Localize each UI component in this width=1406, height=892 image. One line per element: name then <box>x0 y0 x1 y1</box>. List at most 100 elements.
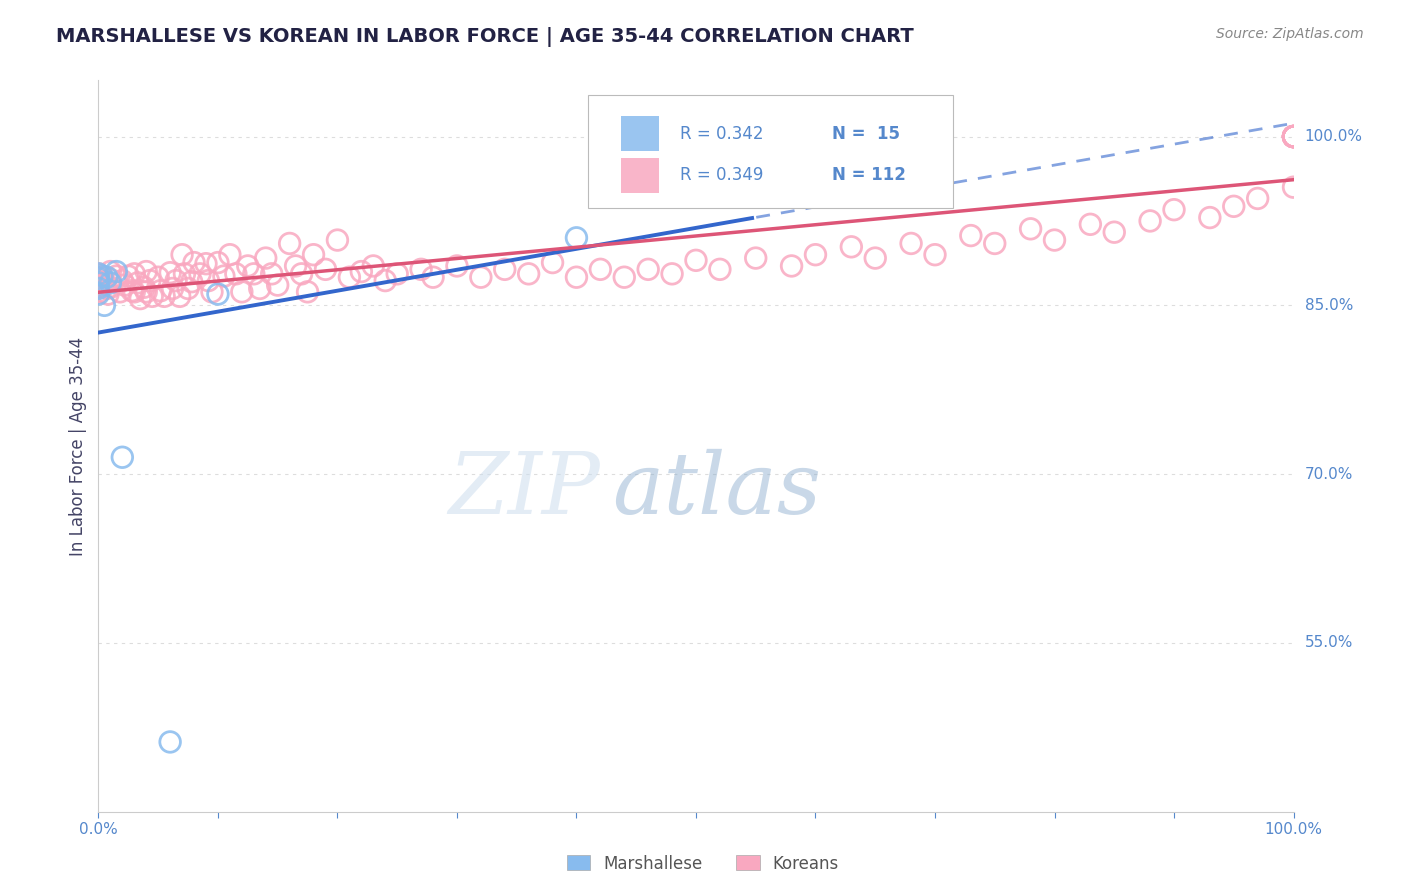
Point <box>98 272 122 286</box>
Point <box>212 269 235 284</box>
Point <box>243 267 266 281</box>
Point <box>1282 129 1305 144</box>
FancyBboxPatch shape <box>589 95 953 209</box>
Point <box>1282 129 1305 144</box>
Point <box>162 281 184 295</box>
Text: R = 0.342: R = 0.342 <box>681 125 763 143</box>
Text: R = 0.349: R = 0.349 <box>681 167 763 185</box>
Point <box>231 285 253 299</box>
Point <box>267 278 290 293</box>
Point <box>745 175 768 189</box>
Point <box>201 285 224 299</box>
Point <box>780 259 803 273</box>
Point <box>153 289 176 303</box>
Point <box>98 276 122 290</box>
Point <box>111 274 134 288</box>
Point <box>87 274 110 288</box>
Point <box>225 267 247 281</box>
Point <box>363 259 385 273</box>
Point <box>87 285 110 299</box>
Point <box>446 259 468 273</box>
Point <box>1019 222 1042 236</box>
Point <box>87 276 110 290</box>
Point <box>1223 199 1246 213</box>
Point <box>297 285 319 299</box>
Point <box>236 259 259 273</box>
Point <box>924 248 946 262</box>
Text: ZIP: ZIP <box>449 449 600 532</box>
Point <box>91 270 114 285</box>
Point <box>613 270 636 285</box>
Point <box>1199 211 1222 225</box>
Point <box>124 285 146 299</box>
Point <box>135 264 157 278</box>
Point <box>105 269 128 284</box>
Point <box>984 236 1007 251</box>
Point <box>87 277 110 291</box>
Point <box>1282 180 1305 194</box>
Point <box>565 270 588 285</box>
Point <box>132 280 155 294</box>
Point <box>661 267 683 281</box>
Point <box>315 262 337 277</box>
Point <box>87 271 110 285</box>
Point <box>1282 129 1305 144</box>
Point <box>165 274 187 288</box>
Point <box>87 280 110 294</box>
Point <box>284 259 307 273</box>
Point <box>385 267 409 281</box>
Point <box>1282 129 1305 144</box>
Point <box>111 450 134 465</box>
Point <box>87 287 110 301</box>
Y-axis label: In Labor Force | Age 35-44: In Labor Force | Age 35-44 <box>69 336 87 556</box>
Point <box>900 236 922 251</box>
Text: N =  15: N = 15 <box>832 125 900 143</box>
Point <box>1282 129 1305 144</box>
Point <box>173 267 195 281</box>
Point <box>207 255 229 269</box>
Point <box>302 248 325 262</box>
Point <box>93 298 115 312</box>
Text: Source: ZipAtlas.com: Source: ZipAtlas.com <box>1216 27 1364 41</box>
Point <box>494 262 516 277</box>
Text: 70.0%: 70.0% <box>1305 467 1353 482</box>
Point <box>1282 129 1305 144</box>
Point <box>841 240 863 254</box>
Point <box>93 276 115 290</box>
Point <box>1139 214 1161 228</box>
Point <box>1104 225 1126 239</box>
Point <box>108 285 131 299</box>
Point <box>91 269 114 284</box>
Point <box>1282 129 1305 144</box>
Point <box>1282 129 1305 144</box>
Text: 55.0%: 55.0% <box>1305 635 1353 650</box>
Point <box>1247 191 1270 205</box>
Point <box>197 274 219 288</box>
Point <box>105 264 128 278</box>
Point <box>98 264 122 278</box>
Point <box>87 267 110 281</box>
Point <box>470 270 492 285</box>
Point <box>124 267 146 281</box>
Point <box>326 233 349 247</box>
Text: MARSHALLESE VS KOREAN IN LABOR FORCE | AGE 35-44 CORRELATION CHART: MARSHALLESE VS KOREAN IN LABOR FORCE | A… <box>56 27 914 46</box>
Point <box>1282 129 1305 144</box>
Point <box>87 281 110 295</box>
Point <box>685 253 707 268</box>
Point <box>159 735 181 749</box>
Point <box>278 236 301 251</box>
Point <box>148 270 170 285</box>
Point <box>1282 129 1305 144</box>
Point <box>97 287 120 301</box>
Text: 100.0%: 100.0% <box>1305 129 1362 144</box>
Point <box>1163 202 1185 217</box>
Bar <box>620 116 659 152</box>
Point <box>139 274 162 288</box>
Text: 85.0%: 85.0% <box>1305 298 1353 313</box>
Point <box>177 281 200 295</box>
Point <box>195 257 218 271</box>
Point <box>207 287 229 301</box>
Point <box>804 248 827 262</box>
Point <box>411 262 433 277</box>
Point <box>135 285 157 299</box>
